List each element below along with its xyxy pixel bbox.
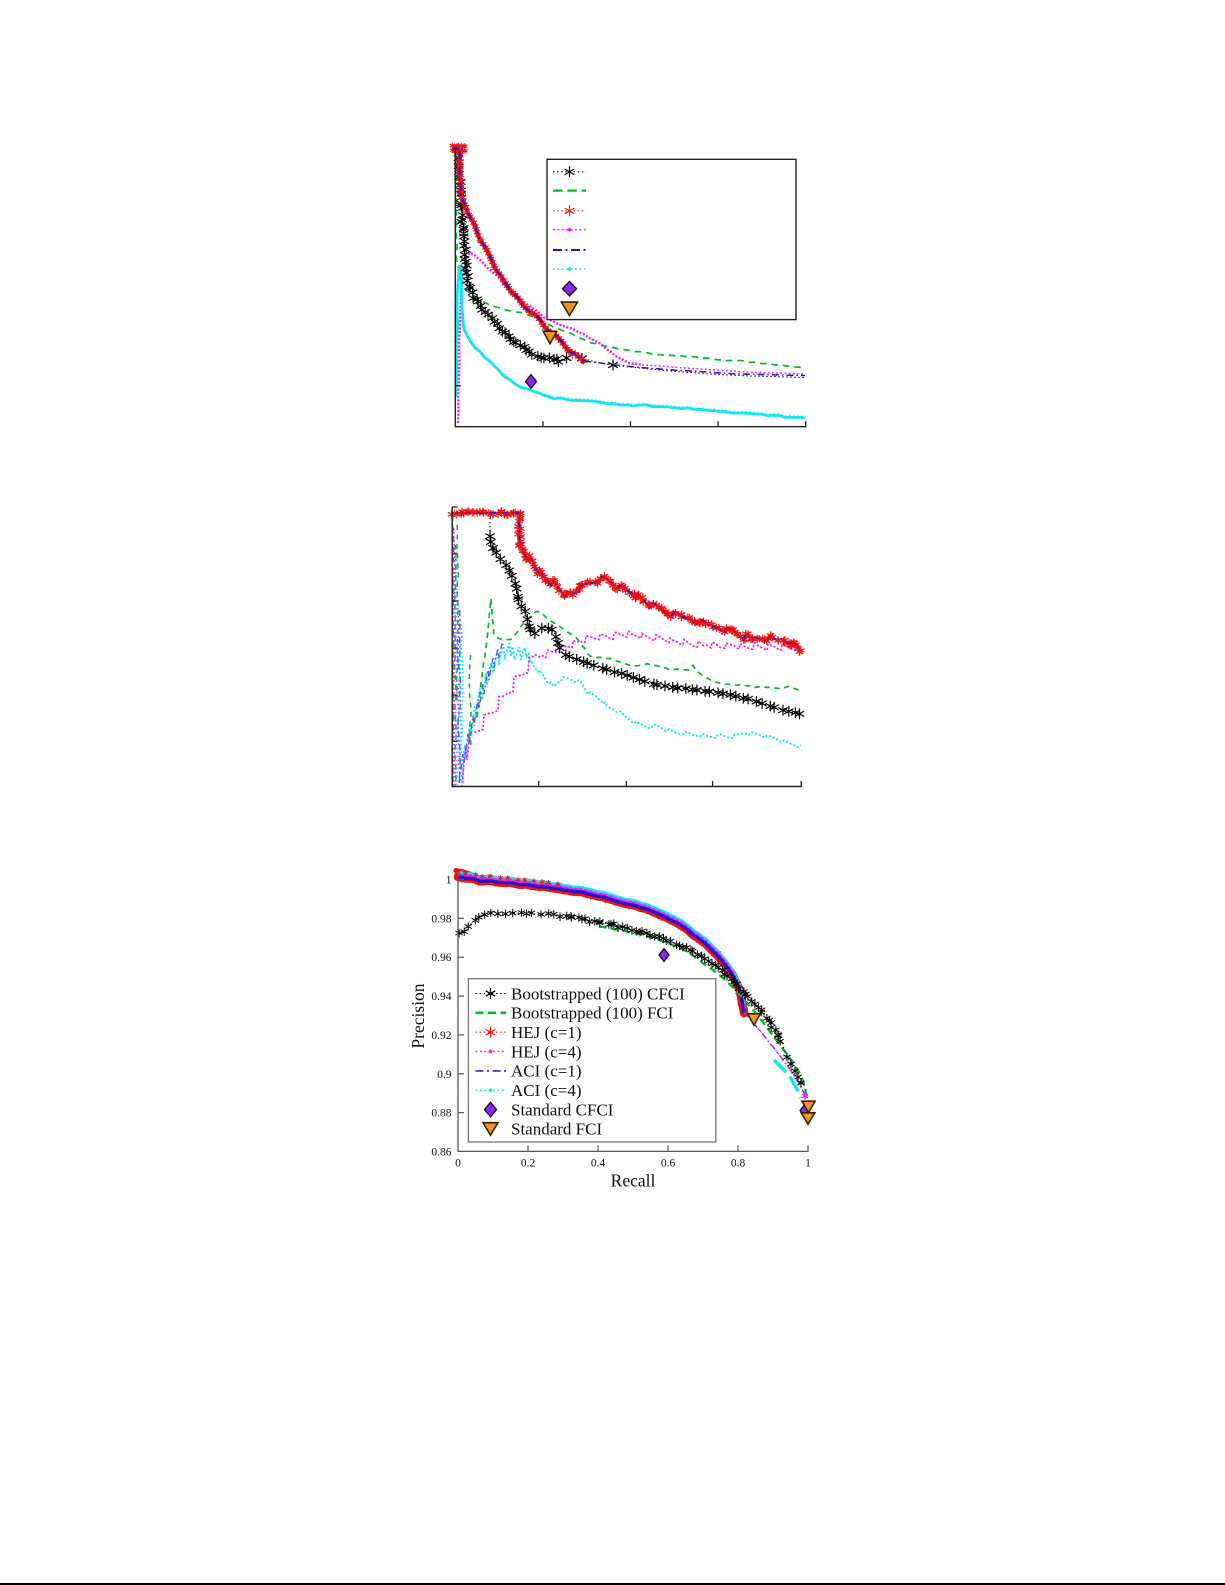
svg-text:Standard CFCI: Standard CFCI — [511, 1100, 614, 1119]
svg-text:HEJ (c=1): HEJ (c=1) — [511, 1023, 581, 1042]
svg-text:0.9: 0.9 — [437, 1069, 452, 1081]
svg-text:1: 1 — [805, 1158, 811, 1170]
svg-text:Recall: Recall — [611, 1171, 656, 1191]
svg-text:0.88: 0.88 — [431, 1108, 451, 1120]
svg-text:Bootstrapped (100) FCI: Bootstrapped (100) FCI — [511, 1004, 674, 1023]
svg-text:Standard FCI: Standard FCI — [511, 1120, 602, 1139]
svg-text:0.6: 0.6 — [661, 1158, 676, 1170]
svg-text:Bootstrapped (100) CFCI: Bootstrapped (100) CFCI — [511, 984, 685, 1003]
svg-text:1: 1 — [446, 875, 452, 887]
svg-text:0: 0 — [455, 1158, 461, 1170]
svg-text:Precision: Precision — [408, 983, 428, 1048]
svg-text:0.2: 0.2 — [521, 1158, 536, 1170]
svg-text:0.98: 0.98 — [431, 913, 451, 925]
svg-text:0.94: 0.94 — [431, 991, 451, 1003]
svg-text:ACI (c=1): ACI (c=1) — [511, 1062, 581, 1081]
svg-text:0.8: 0.8 — [731, 1158, 746, 1170]
svg-text:HEJ (c=4): HEJ (c=4) — [511, 1042, 581, 1061]
svg-text:0.4: 0.4 — [591, 1158, 606, 1170]
svg-text:0.96: 0.96 — [431, 952, 451, 964]
svg-text:0.86: 0.86 — [431, 1147, 451, 1159]
svg-text:0.92: 0.92 — [431, 1030, 451, 1042]
svg-text:ACI (c=4): ACI (c=4) — [511, 1081, 581, 1100]
